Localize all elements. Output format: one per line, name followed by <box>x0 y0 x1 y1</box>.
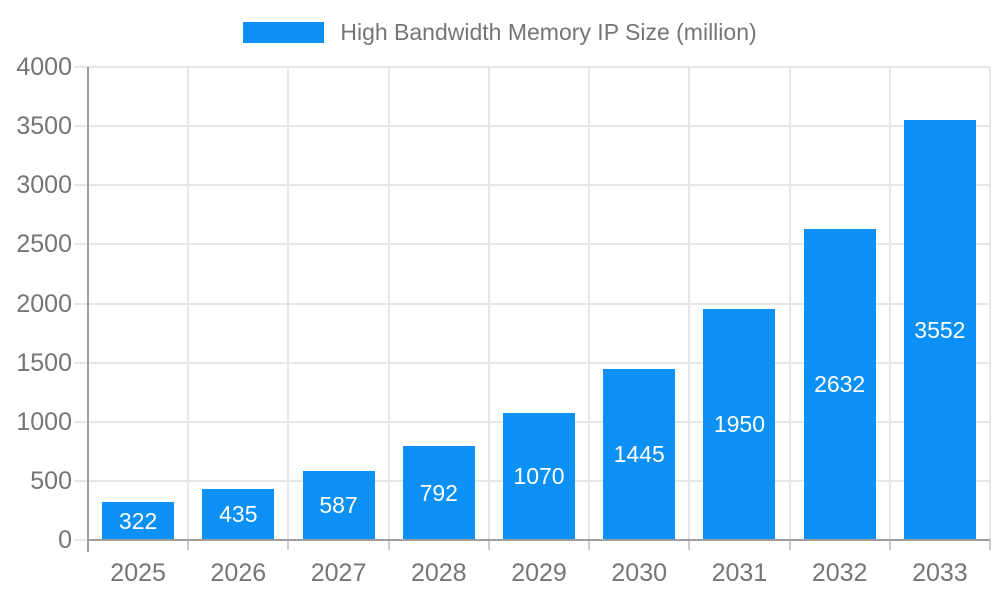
x-axis-label-2033: 2033 <box>912 559 968 587</box>
bar-2027[interactable]: 587 <box>302 471 375 540</box>
gridline-vertical <box>487 67 490 540</box>
bar-value-label: 1950 <box>713 411 766 437</box>
gridline-horizontal <box>88 184 990 187</box>
bar-2029[interactable]: 1070 <box>503 413 575 540</box>
bar-2031[interactable]: 1950 <box>703 309 776 540</box>
gridline-vertical <box>387 67 390 540</box>
gridline-vertical <box>989 67 991 540</box>
x-axis-tick <box>788 540 791 550</box>
bar-2033[interactable]: 3552 <box>903 120 976 540</box>
bar-value-label: 2632 <box>814 371 866 397</box>
gridline-vertical <box>888 67 891 540</box>
y-axis-tick <box>74 361 88 364</box>
bar-2026[interactable]: 435 <box>202 489 275 540</box>
legend-label: High Bandwidth Memory IP Size (million) <box>340 18 757 45</box>
y-axis-tick <box>74 243 88 246</box>
x-axis-tick <box>387 540 390 550</box>
x-axis-label-2031: 2031 <box>711 559 768 587</box>
x-axis-label-2028: 2028 <box>410 559 467 587</box>
x-axis-label-2030: 2030 <box>611 559 668 587</box>
y-axis-label: 3500 <box>16 112 72 141</box>
bar-value-label: 792 <box>419 479 458 506</box>
y-axis-tick <box>74 479 88 482</box>
x-axis-label-2025: 2025 <box>110 559 166 587</box>
y-axis-tick <box>74 66 88 68</box>
y-axis-tick <box>74 184 88 187</box>
y-axis-label: 2000 <box>16 289 72 318</box>
y-axis-label: 1000 <box>16 407 72 436</box>
x-axis-label-2027: 2027 <box>310 559 367 587</box>
y-axis-label: 4000 <box>16 53 72 81</box>
gridline-vertical <box>588 67 591 540</box>
y-axis-tick <box>74 125 88 128</box>
y-axis-tick <box>74 420 88 423</box>
gridline-horizontal <box>88 243 990 246</box>
x-axis-tick <box>588 540 591 550</box>
y-axis-tick <box>74 539 88 541</box>
x-axis-tick <box>187 540 190 550</box>
x-axis-baseline <box>88 539 990 541</box>
gridline-horizontal <box>88 66 990 68</box>
gridline-horizontal <box>88 125 990 128</box>
bar-2032[interactable]: 2632 <box>803 229 876 540</box>
gridline-horizontal <box>88 302 990 305</box>
x-axis-label-2029: 2029 <box>511 559 567 587</box>
bar-2030[interactable]: 1445 <box>603 369 676 540</box>
y-axis-tick <box>74 302 88 305</box>
bar-value-label: 435 <box>219 501 258 527</box>
bar-value-label: 3552 <box>914 316 966 343</box>
gridline-vertical <box>287 67 290 540</box>
gridline-horizontal <box>88 361 990 364</box>
gridline-vertical <box>688 67 691 540</box>
x-axis-tick <box>989 540 991 550</box>
legend-swatch <box>243 21 325 43</box>
bar-value-label: 1445 <box>613 441 665 467</box>
x-axis-tick <box>287 540 290 550</box>
y-axis-label: 0 <box>58 526 72 554</box>
y-axis-line <box>87 67 89 552</box>
x-axis-label-2026: 2026 <box>210 559 267 587</box>
y-axis-label: 500 <box>30 466 72 495</box>
y-axis-label: 3000 <box>16 171 72 200</box>
bar-value-label: 322 <box>118 507 158 534</box>
legend[interactable]: High Bandwidth Memory IP Size (million) <box>0 19 1000 45</box>
y-axis-label: 2500 <box>16 230 72 259</box>
gridline-vertical <box>788 67 791 540</box>
bar-2025[interactable]: 322 <box>102 502 175 540</box>
gridline-vertical <box>187 67 190 540</box>
x-axis-label-2032: 2032 <box>811 559 868 587</box>
bar-2028[interactable]: 792 <box>402 446 475 540</box>
x-axis-tick <box>888 540 891 550</box>
x-axis-tick <box>688 540 691 550</box>
bar-value-label: 587 <box>319 492 358 518</box>
y-axis-label: 1500 <box>16 348 72 377</box>
bar-value-label: 1070 <box>513 463 565 489</box>
x-axis-tick <box>487 540 490 550</box>
